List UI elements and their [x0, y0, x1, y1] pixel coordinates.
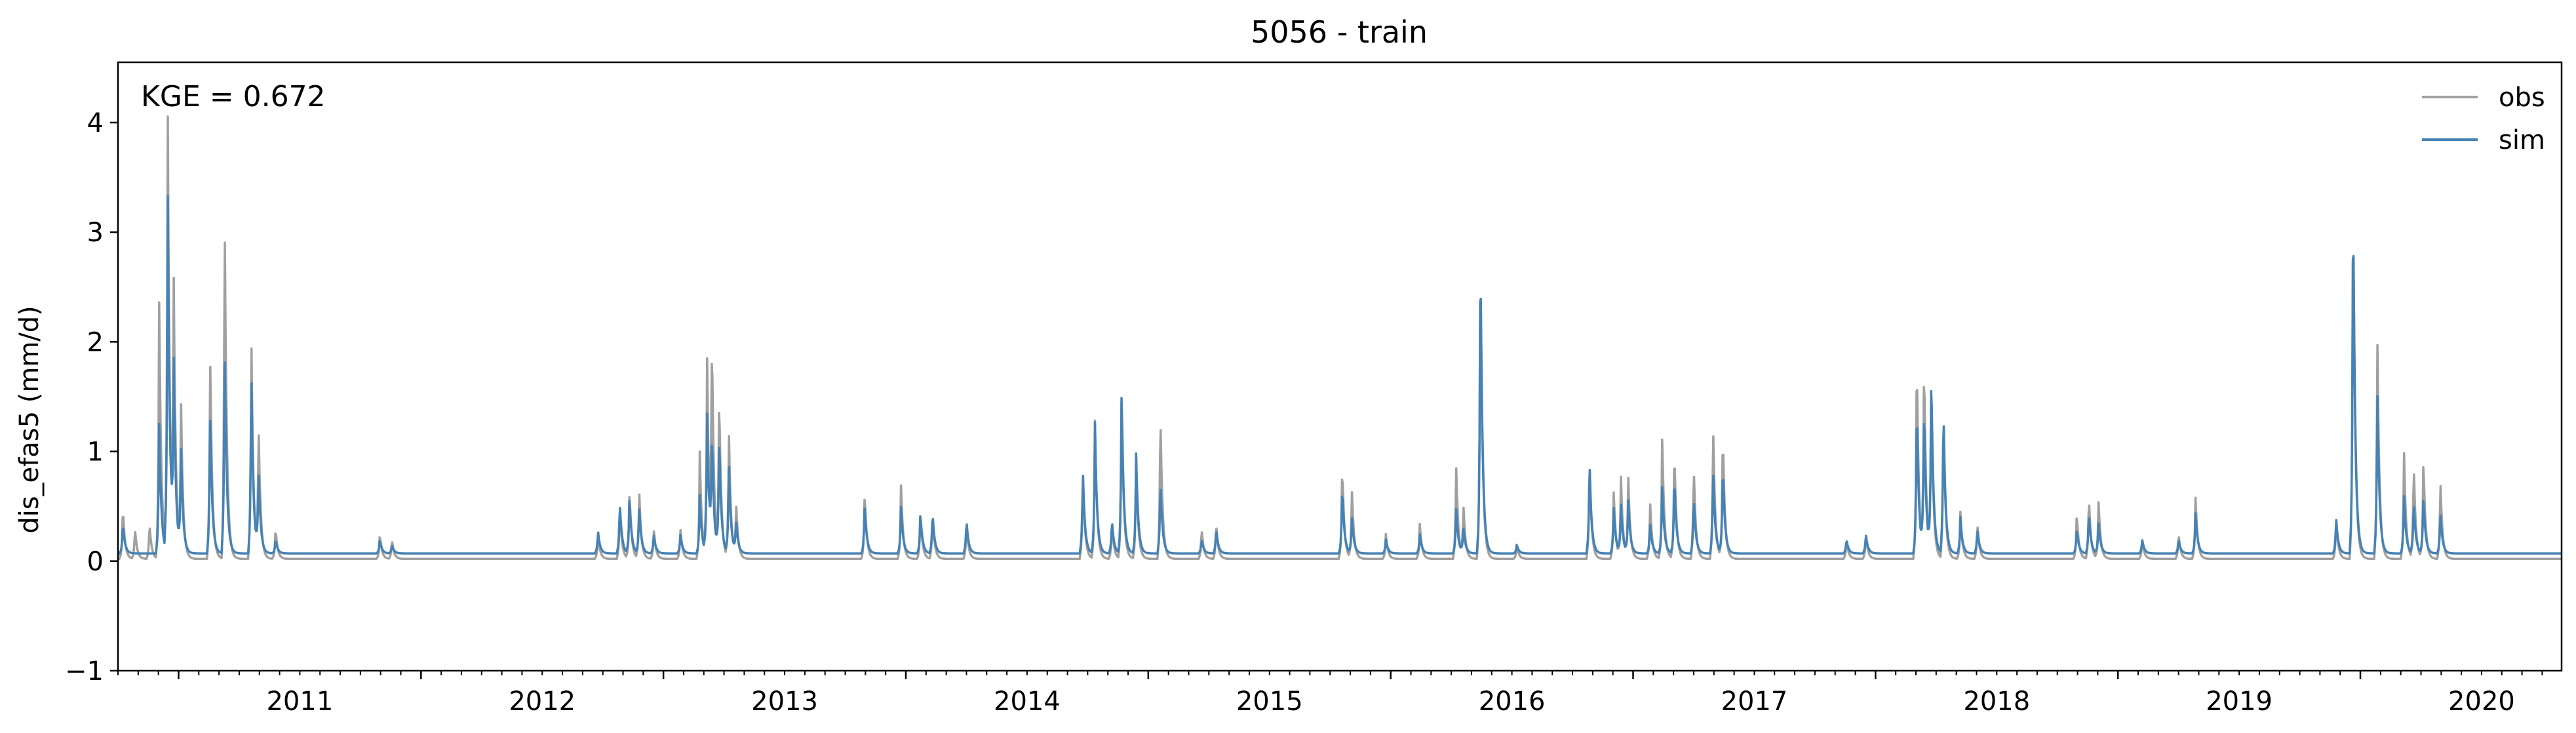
x-tick-label: 2014: [994, 686, 1061, 717]
y-tick-label: −1: [65, 656, 104, 686]
x-tick-label: 2013: [751, 686, 818, 717]
x-tick-label: 2018: [1963, 686, 2030, 717]
series-layer: [118, 115, 2562, 561]
legend-label-sim: sim: [2499, 125, 2545, 155]
y-tick-label: 2: [87, 327, 104, 357]
chart-title: 5056 - train: [1251, 14, 1428, 50]
x-tick-label: 2011: [266, 686, 333, 717]
series-line-obs: [118, 115, 2562, 561]
x-tick-label: 2016: [1479, 686, 1546, 717]
y-tick-label: 1: [87, 437, 104, 467]
x-tick-label: 2012: [509, 686, 576, 717]
kge-annotation: KGE = 0.672: [141, 80, 326, 113]
y-tick-label: 3: [87, 218, 104, 248]
y-axis-label: dis_efas5 (mm/d): [14, 306, 45, 534]
series-line-sim: [118, 195, 2562, 555]
y-tick-label: 0: [87, 547, 104, 577]
y-axis: −1 0 1 2 3 4: [65, 108, 118, 686]
x-tick-label: 2017: [1721, 686, 1788, 717]
x-tick-label: 2019: [2206, 686, 2273, 717]
x-axis: 2011 2012 2013 2014 2015 2016 2017 2018 2019 2020: [117, 671, 2543, 717]
x-tick-label: 2015: [1236, 686, 1303, 717]
y-tick-label: 4: [87, 108, 104, 138]
legend: obs sim: [2422, 83, 2545, 155]
plot-frame: [117, 61, 2563, 672]
legend-label-obs: obs: [2499, 83, 2545, 113]
plot-area: [118, 115, 2562, 561]
x-tick-label: 2020: [2448, 686, 2515, 717]
